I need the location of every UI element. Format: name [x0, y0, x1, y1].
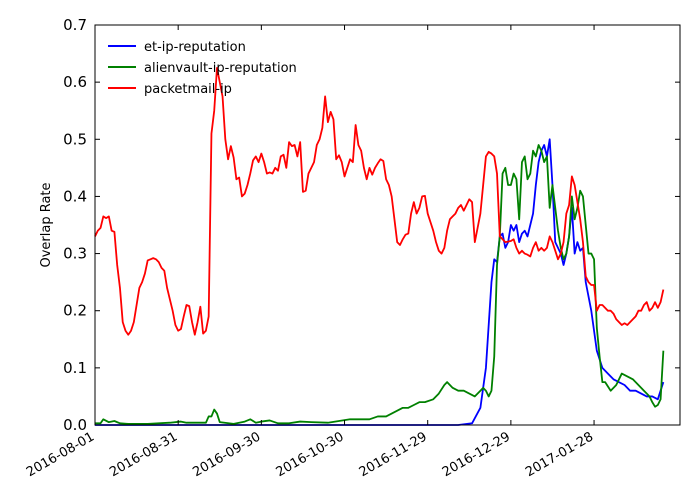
series-line-alienvault-ip-reputation [95, 144, 665, 425]
x-tick-label: 2016-09-30 [190, 429, 263, 480]
legend-label: et-ip-reputation [144, 40, 246, 55]
x-tick-label: 2016-08-01 [24, 429, 97, 480]
x-tick-label: 2016-08-31 [107, 429, 180, 480]
legend-label: packetmail-ip [144, 82, 232, 97]
y-tick-label: 0.7 [63, 16, 87, 34]
y-tick-label: 0.2 [63, 302, 87, 320]
y-tick-label: 0.5 [63, 130, 87, 148]
y-tick-label: 0.0 [63, 416, 87, 434]
x-tick-label: 2016-10-30 [274, 429, 347, 480]
series-line-packetmail-ip [94, 66, 665, 336]
y-axis-ticks: 0.0 0.1 0.2 0.3 0.4 0.5 0.6 0.7 [63, 16, 680, 434]
y-tick-label: 0.6 [63, 73, 87, 91]
y-tick-label: 0.1 [63, 359, 87, 377]
legend-label: alienvault-ip-reputation [144, 61, 297, 76]
legend: et-ip-reputation alienvault-ip-reputation… [108, 40, 297, 97]
y-tick-label: 0.4 [63, 187, 87, 205]
x-tick-label: 2016-12-29 [440, 429, 513, 480]
x-tick-label: 2016-11-29 [357, 429, 430, 480]
plot-background [95, 25, 680, 425]
x-tick-label: 2017-01-28 [523, 429, 596, 480]
plot-frame [94, 24, 681, 426]
y-axis-title: Overlap Rate [39, 182, 54, 267]
y-tick-label: 0.3 [63, 245, 87, 263]
series-layer [94, 66, 665, 426]
